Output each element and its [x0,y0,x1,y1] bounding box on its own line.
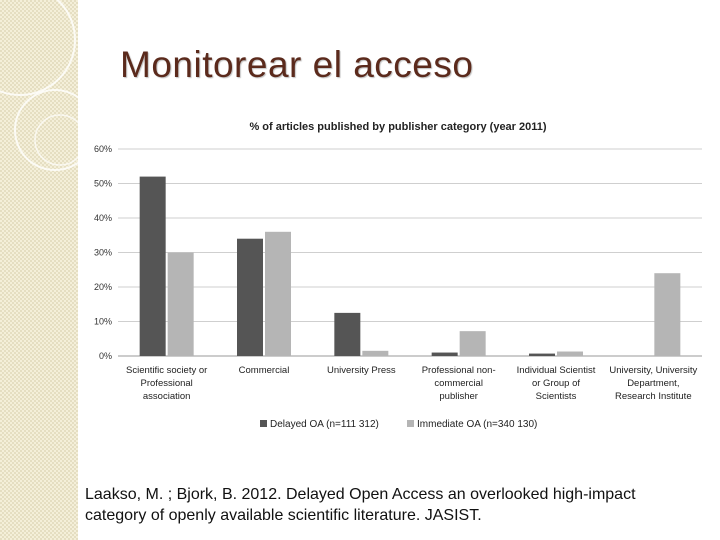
y-axis-ticks: 0% 10% 20% 30% 40% 50% 60% [94,144,112,361]
chart-legend: Delayed OA (n=111 312) Immediate OA (n=34… [260,419,537,430]
legend-swatch [407,420,414,427]
bar-delayed [431,352,458,356]
chart-gridlines [118,148,702,357]
bar-delayed [139,176,166,356]
y-tick-label: 60% [94,144,112,154]
y-tick-label: 20% [94,282,112,292]
bar-immediate [167,252,194,356]
bar-delayed [529,353,555,356]
bar-chart: % of articles published by publisher cat… [94,121,702,430]
bar-immediate [557,351,583,356]
bar-immediate [362,350,389,356]
y-tick-label: 40% [94,213,112,223]
x-category-label: Commercial [239,365,290,376]
chart-bars [139,176,681,356]
x-category-label: Professional non-commercial publisher [422,365,496,402]
bar-immediate [265,231,291,356]
y-tick-label: 30% [94,248,112,258]
chart-title: % of articles published by publisher cat… [249,121,546,133]
x-category-label: Individual Scientist or Group of Scientist… [517,365,596,402]
decorative-swirls [0,0,96,171]
slide-title: Monitorear el acceso [120,44,474,85]
decorative-side-strip [0,0,78,540]
bar-immediate [459,331,486,356]
x-axis-category-labels: Scientific society or Professional associa… [126,365,698,402]
bar-immediate [654,273,681,356]
citation-text: Laakso, M. ; Bjork, B. 2012. Delayed Ope… [85,486,636,524]
x-category-label: University, University Department, Researc… [609,365,697,402]
legend-label: Delayed OA (n=111 312) [270,419,379,430]
legend-label: Immediate OA (n=340 130) [417,419,537,430]
x-category-label: Scientific society or Professional associa… [126,365,207,402]
bar-delayed [237,238,263,356]
y-tick-label: 50% [94,179,112,189]
bar-delayed [334,312,361,356]
y-tick-label: 0% [99,351,112,361]
legend-swatch [260,420,267,427]
x-category-label: University Press [327,365,396,376]
y-tick-label: 10% [94,317,112,327]
